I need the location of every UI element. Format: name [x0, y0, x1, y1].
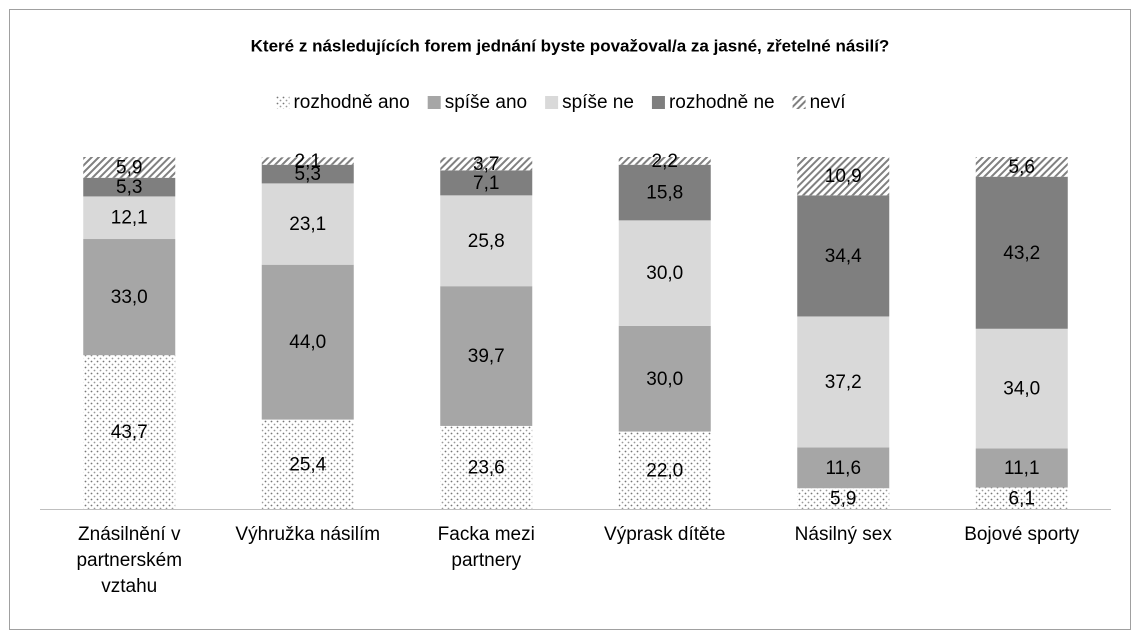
- legend-label: neví: [810, 92, 847, 113]
- data-label: 6,1: [1009, 488, 1035, 509]
- data-label: 39,7: [468, 346, 505, 367]
- legend-marker: [427, 96, 441, 109]
- x-tick-label: Bojové sporty: [964, 524, 1080, 545]
- data-label: 12,1: [111, 208, 148, 229]
- bar-segment: [83, 355, 176, 509]
- chart-border: [9, 9, 1131, 630]
- bar-segment: [83, 196, 176, 240]
- x-tick-label: Facka mezi partnery: [437, 524, 535, 571]
- x-tick-label: Výprask dítěte: [604, 524, 726, 545]
- bar-segment: [975, 176, 1068, 329]
- x-tick-label: Znásilnění v partnerském vztahu: [76, 524, 183, 597]
- legend-label: rozhodně ne: [669, 92, 775, 113]
- data-label: 43,7: [111, 422, 148, 443]
- data-label: 25,4: [289, 454, 326, 475]
- legend-marker: [792, 96, 806, 109]
- bar-segment: [83, 239, 176, 356]
- data-label: 15,8: [646, 183, 683, 204]
- data-label: 2,2: [652, 151, 678, 172]
- data-label: 5,3: [295, 164, 321, 185]
- data-label: 5,9: [116, 157, 142, 178]
- data-label: 34,4: [825, 246, 862, 267]
- legend-marker: [545, 96, 559, 109]
- bar-segment: [261, 157, 354, 165]
- bar-segment: [618, 164, 711, 221]
- bar-segment: [618, 325, 711, 432]
- bar-segment: [440, 425, 533, 509]
- bar-segment: [797, 447, 890, 489]
- data-label: 33,0: [111, 287, 148, 308]
- data-label: 10,9: [825, 166, 862, 187]
- x-tick-label: Výhružka násilím: [235, 524, 381, 545]
- data-label: 3,7: [473, 154, 499, 175]
- legend-label: rozhodně ano: [293, 92, 409, 113]
- data-label: 34,0: [1003, 379, 1040, 400]
- bar-segment: [797, 488, 890, 509]
- bar-segment: [261, 183, 354, 265]
- bar-segment: [83, 157, 176, 178]
- bar-segment: [83, 177, 176, 197]
- data-label: 44,0: [289, 332, 326, 353]
- bar-segment: [440, 286, 533, 426]
- data-label: 11,6: [825, 458, 861, 479]
- data-label: 7,1: [473, 173, 499, 194]
- data-label: 5,9: [830, 489, 856, 510]
- bar-segment: [975, 448, 1068, 488]
- bar-segment: [440, 157, 533, 171]
- bar-segment: [261, 164, 354, 184]
- chart-title: Které z následujících forem jednání byst…: [251, 36, 890, 55]
- bar-segment: [975, 487, 1068, 509]
- data-label: 37,2: [825, 372, 862, 393]
- bar-segment: [797, 157, 890, 196]
- bar-segment: [261, 419, 354, 509]
- data-label: 43,2: [1003, 243, 1040, 264]
- bar-segment: [440, 170, 533, 196]
- data-label: 23,1: [289, 214, 326, 235]
- data-label: 5,6: [1009, 157, 1035, 178]
- legend-label: spíše ne: [562, 92, 634, 113]
- bar-segment: [618, 431, 711, 509]
- bar-segment: [261, 264, 354, 420]
- bar-segment: [975, 157, 1068, 177]
- data-label: 22,0: [646, 460, 683, 481]
- legend-marker: [276, 96, 290, 109]
- data-label: 23,6: [468, 457, 505, 478]
- data-label: 11,1: [1004, 458, 1040, 479]
- legend-label: spíše ano: [445, 92, 527, 113]
- data-label: 25,8: [468, 231, 505, 252]
- data-label: 2,1: [295, 151, 321, 172]
- x-tick-label: Násilný sex: [794, 524, 892, 545]
- data-label: 5,3: [116, 177, 142, 198]
- bar-segment: [975, 328, 1068, 449]
- data-label: 30,0: [646, 263, 683, 284]
- bar-segment: [797, 316, 890, 448]
- bar-segment: [797, 195, 890, 317]
- bar-segment: [618, 157, 711, 165]
- data-label: 30,0: [646, 369, 683, 390]
- bar-segment: [440, 195, 533, 287]
- legend-marker: [651, 96, 665, 109]
- bar-segment: [618, 220, 711, 326]
